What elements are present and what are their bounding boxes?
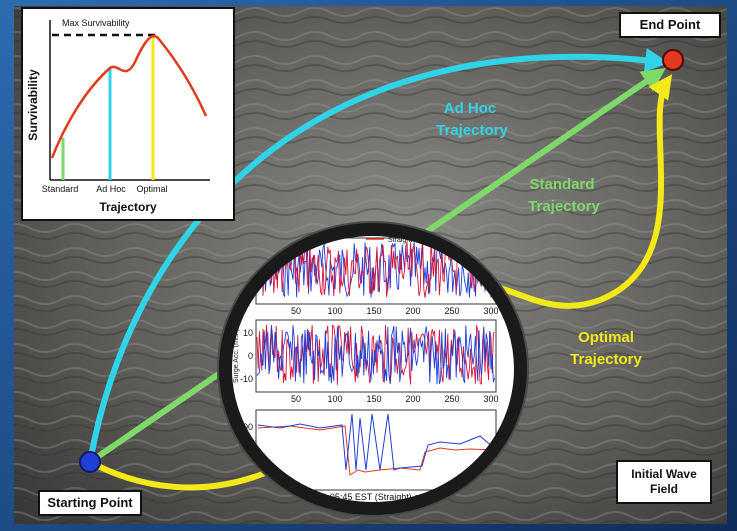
ad-hoc-trajectory-path	[87, 48, 670, 463]
inset-y-label: Survivability	[26, 69, 40, 141]
magnifier-signal-trace	[256, 325, 496, 385]
ad-hoc-label: Ad Hoc Trajectory	[436, 100, 508, 139]
standard-label: Standard Trajectory	[528, 176, 600, 215]
magnifier-tick-label: 300	[483, 394, 498, 404]
magnifier-signal-trace	[256, 241, 496, 298]
magnifier-tick-label: 50	[291, 306, 301, 316]
survivability-curve	[50, 34, 208, 159]
magnifier-ylabel: Surge Acc. (m/s²)	[233, 329, 240, 383]
starting-point-label: Starting Point	[38, 490, 142, 516]
magnifier-tick-label: 100	[327, 306, 342, 316]
category-optimal: Optimal	[136, 184, 167, 194]
magnifier-tick-label: 250	[444, 306, 459, 316]
category-ad-hoc: Ad Hoc	[96, 184, 126, 194]
magnifier-tick-label: 300	[483, 306, 498, 316]
starting-point-marker	[79, 451, 101, 473]
magnifier-tick-label: 150	[366, 394, 381, 404]
magnifier-ytick-label: 0	[248, 351, 253, 361]
magnifier-tick-label: 250	[444, 394, 459, 404]
magnifier-tick-label: 200	[405, 394, 420, 404]
magnifier-caption: 11:05:45 EST (Straight) and 11	[318, 492, 441, 502]
magnifier-tick-label: 200	[405, 306, 420, 316]
initial-wave-field-label: Initial Wave Field	[616, 460, 712, 504]
max-survivability-label: Max Survivability	[62, 18, 130, 28]
initial-wave-field-text: Initial Wave Field	[631, 467, 697, 496]
magnifier-panel-middle: 50 100 150 200 250 300 100-10 Surge Acc. (m/s…	[233, 319, 499, 404]
inset-x-label: Trajectory	[99, 200, 157, 214]
magnifier-tick-label: 50	[291, 394, 301, 404]
survivability-inset: Max Survivability Survivability Standard…	[21, 7, 235, 221]
magnifier-lens: Straight 50 100 150 200 250 300 50 100 150 200 25…	[217, 221, 529, 517]
category-standard: Standard	[42, 184, 79, 194]
magnifier-legend: Straight	[388, 237, 412, 244]
optimal-label: Optimal Trajectory	[570, 329, 642, 368]
magnifier-ytick-label: -10	[240, 374, 253, 384]
end-point-label: End Point	[619, 12, 721, 38]
magnifier-ytick-label: 10	[243, 328, 253, 338]
end-point-marker	[662, 49, 684, 71]
magnifier-tick-label: 100	[327, 394, 342, 404]
magnifier-tick-label: 150	[366, 306, 381, 316]
